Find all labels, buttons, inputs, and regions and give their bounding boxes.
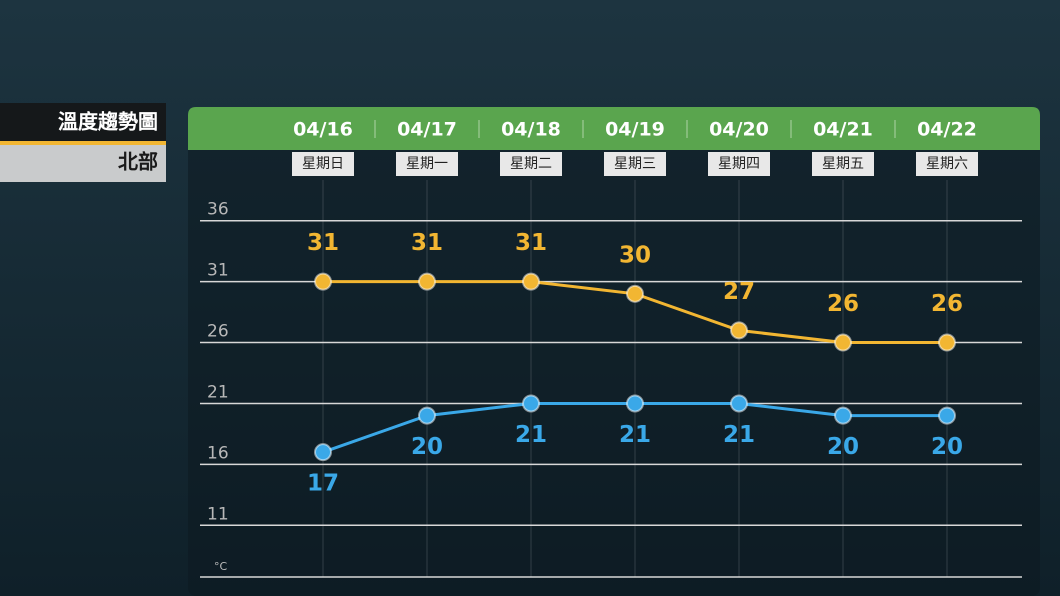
- y-tick-label: 31: [207, 261, 229, 281]
- date-label: 04/19: [605, 119, 665, 141]
- data-label: 31: [307, 230, 339, 256]
- date-label: 04/18: [501, 119, 561, 141]
- unit-label: °C: [214, 560, 228, 573]
- title-underline: [0, 141, 166, 145]
- weekday-label: 星期二: [510, 156, 552, 172]
- chart-title: 溫度趨勢圖: [58, 110, 158, 134]
- y-tick-label: 16: [207, 443, 229, 463]
- point: [626, 284, 644, 303]
- data-label: 31: [411, 230, 443, 256]
- point: [522, 272, 540, 291]
- data-label: 21: [723, 422, 755, 448]
- date-label: 04/16: [293, 119, 353, 141]
- point: [418, 272, 436, 291]
- point: [938, 406, 956, 425]
- data-label: 27: [723, 279, 755, 305]
- weekday-box: [708, 152, 770, 176]
- data-label: 26: [931, 291, 963, 317]
- date-label: 04/17: [397, 119, 457, 141]
- data-label: 31: [515, 230, 547, 256]
- weekday-label: 星期一: [406, 156, 448, 172]
- weekday-label: 星期四: [718, 156, 760, 172]
- header-bar: [188, 107, 1040, 150]
- point: [314, 443, 332, 462]
- point: [418, 406, 436, 425]
- point: [626, 394, 644, 413]
- point: [522, 394, 540, 413]
- point: [314, 272, 332, 291]
- point: [730, 394, 748, 413]
- weekday-box: [292, 152, 354, 176]
- weekday-box: [604, 152, 666, 176]
- y-tick-label: 11: [207, 504, 229, 524]
- point: [834, 333, 852, 352]
- weekday-box: [812, 152, 874, 176]
- data-label: 30: [619, 242, 651, 268]
- weekday-label: 星期五: [822, 156, 864, 172]
- point: [834, 406, 852, 425]
- weekday-box: [500, 152, 562, 176]
- chart-subtitle: 北部: [118, 150, 158, 174]
- weekday-label: 星期三: [614, 156, 656, 172]
- region-box: [0, 145, 166, 182]
- data-label: 20: [827, 434, 859, 460]
- date-label: 04/22: [917, 119, 977, 141]
- data-label: 17: [307, 471, 339, 497]
- data-label: 21: [515, 422, 547, 448]
- date-label: 04/20: [709, 119, 769, 141]
- y-tick-label: 26: [207, 322, 229, 342]
- weekday-label: 星期日: [302, 156, 344, 172]
- weekday-box: [916, 152, 978, 176]
- data-label: 21: [619, 422, 651, 448]
- data-label: 26: [827, 291, 859, 317]
- title-box: [0, 103, 166, 142]
- y-tick-label: 36: [207, 200, 229, 220]
- data-label: 20: [931, 434, 963, 460]
- panel: [188, 107, 1040, 596]
- weekday-box: [396, 152, 458, 176]
- data-label: 20: [411, 434, 443, 460]
- y-tick-label: 21: [207, 382, 229, 402]
- point: [730, 321, 748, 340]
- weekday-label: 星期六: [926, 156, 968, 172]
- date-label: 04/21: [813, 119, 873, 141]
- point: [938, 333, 956, 352]
